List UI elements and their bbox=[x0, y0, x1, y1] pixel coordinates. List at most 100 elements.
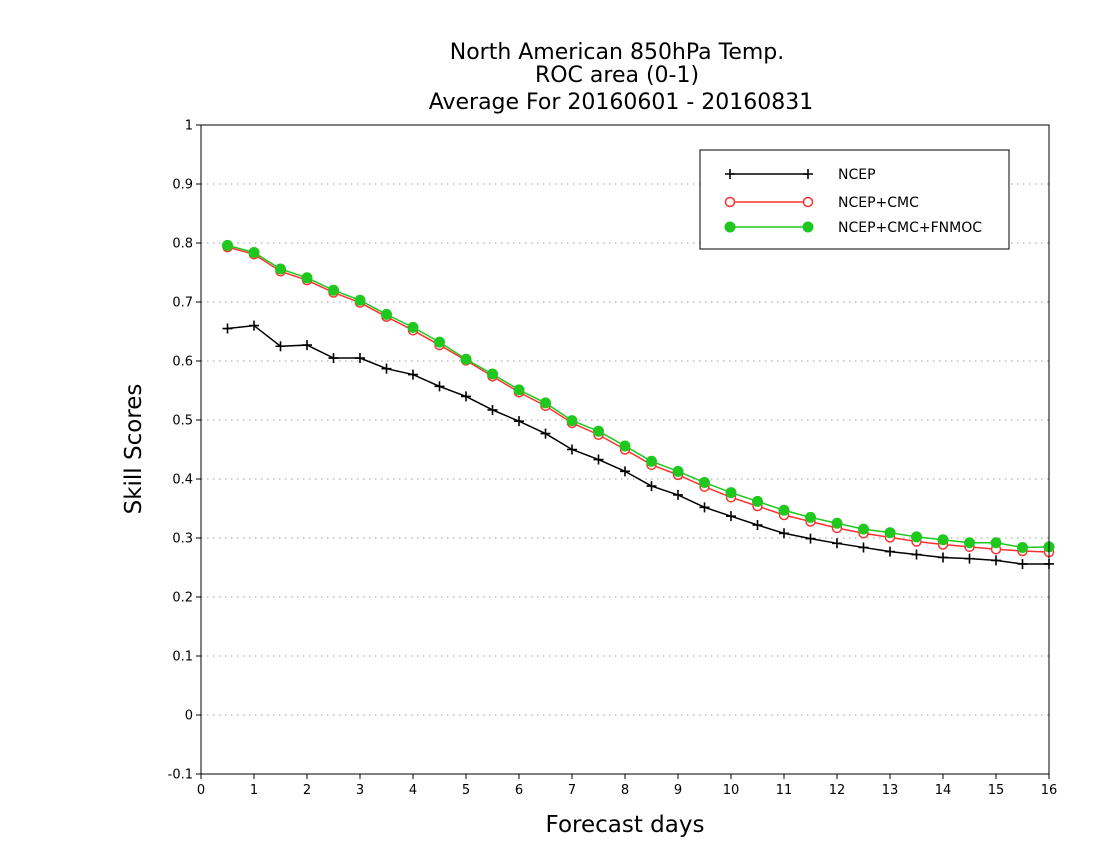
legend-marker bbox=[724, 221, 736, 233]
data-point bbox=[752, 495, 763, 507]
data-point bbox=[620, 466, 630, 477]
data-point bbox=[593, 454, 604, 465]
x-tick-label: 5 bbox=[462, 783, 470, 798]
y-tick-label: 0.5 bbox=[172, 414, 193, 429]
data-point bbox=[805, 511, 816, 523]
x-tick-label: 6 bbox=[515, 783, 523, 798]
y-tick-label: 0.8 bbox=[172, 237, 193, 252]
x-tick-label: 13 bbox=[882, 783, 899, 798]
data-point bbox=[911, 531, 922, 543]
data-point bbox=[461, 391, 471, 402]
data-point bbox=[725, 487, 737, 499]
data-point bbox=[1017, 558, 1028, 569]
x-tick-label: 14 bbox=[935, 783, 952, 798]
legend: NCEP NCEP+CMC NCEP+CMC+FNMOC bbox=[699, 149, 1010, 250]
data-point bbox=[699, 477, 710, 489]
data-point bbox=[646, 455, 657, 467]
data-point bbox=[248, 246, 260, 258]
data-point bbox=[779, 528, 789, 539]
y-axis-title: Skill Scores bbox=[121, 384, 147, 515]
data-point bbox=[487, 404, 498, 415]
data-point bbox=[1017, 541, 1028, 553]
data-point bbox=[964, 553, 975, 564]
data-point bbox=[858, 542, 869, 553]
x-tick-label: 7 bbox=[568, 783, 576, 798]
legend-label: NCEP bbox=[838, 167, 876, 183]
data-point bbox=[302, 340, 312, 351]
data-point bbox=[831, 517, 843, 529]
legend-box bbox=[699, 149, 1010, 250]
data-point bbox=[805, 533, 816, 544]
data-point bbox=[911, 549, 922, 560]
x-tick-label: 3 bbox=[356, 783, 364, 798]
series-line bbox=[227, 244, 1050, 549]
legend-entry: NCEP+CMC bbox=[724, 195, 919, 211]
y-tick-label: 0.6 bbox=[172, 355, 193, 370]
legend-marker bbox=[803, 169, 813, 179]
chart-title-line-1: North American 850hPa Temp. bbox=[450, 40, 785, 65]
x-tick-label: 9 bbox=[674, 783, 682, 798]
data-series bbox=[222, 239, 1055, 569]
data-point bbox=[540, 397, 551, 409]
x-tick-label: 4 bbox=[409, 783, 417, 798]
legend-marker bbox=[802, 196, 814, 208]
data-point bbox=[937, 534, 949, 546]
x-tick-label: 12 bbox=[829, 783, 846, 798]
data-point bbox=[832, 538, 842, 549]
x-tick-label: 10 bbox=[723, 783, 740, 798]
y-tick-label: 0.2 bbox=[172, 591, 193, 606]
x-tick-label: 16 bbox=[1041, 783, 1058, 798]
data-point bbox=[726, 511, 736, 522]
data-point bbox=[222, 239, 233, 251]
y-tick-label: -0.1 bbox=[168, 768, 193, 783]
data-point bbox=[434, 381, 445, 392]
legend-marker bbox=[725, 169, 735, 179]
data-point bbox=[513, 384, 525, 396]
y-tick-label: 0.1 bbox=[172, 650, 193, 665]
series-0 bbox=[222, 320, 1054, 569]
data-point bbox=[249, 320, 259, 331]
data-point bbox=[858, 523, 869, 535]
legend-marker bbox=[802, 221, 814, 233]
legend-label: NCEP+CMC bbox=[838, 195, 919, 211]
y-tick-label: 0.3 bbox=[172, 532, 193, 547]
data-point bbox=[593, 425, 604, 437]
data-point bbox=[514, 416, 524, 427]
data-point bbox=[487, 368, 498, 380]
legend-entry: NCEP+CMC+FNMOC bbox=[724, 220, 982, 236]
data-point bbox=[222, 323, 233, 334]
data-point bbox=[619, 440, 631, 452]
y-tick-label: 0.4 bbox=[172, 473, 193, 488]
data-point bbox=[408, 369, 418, 380]
data-point bbox=[301, 272, 313, 284]
series-2 bbox=[222, 239, 1055, 553]
axes: -0.100.10.20.30.40.50.60.70.80.910 1 2 3 4 5 6… bbox=[168, 119, 1058, 799]
x-tick-label: 15 bbox=[988, 783, 1005, 798]
x-axis-title: Forecast days bbox=[546, 812, 705, 838]
data-point bbox=[566, 415, 578, 427]
legend-label: NCEP+CMC+FNMOC bbox=[838, 220, 982, 236]
data-point bbox=[460, 353, 472, 365]
data-point bbox=[752, 520, 763, 531]
data-point bbox=[328, 353, 339, 364]
data-point bbox=[673, 489, 683, 500]
chart-title-line-2: ROC area (0-1) bbox=[535, 63, 699, 88]
data-point bbox=[354, 294, 366, 306]
data-point bbox=[672, 465, 684, 477]
data-point bbox=[699, 502, 710, 513]
data-point bbox=[885, 546, 895, 557]
chart-title: North American 850hPa Temp. ROC area (0-… bbox=[429, 40, 814, 115]
data-point bbox=[381, 363, 392, 374]
data-point bbox=[646, 481, 657, 492]
data-point bbox=[567, 444, 577, 455]
series-1 bbox=[222, 241, 1055, 558]
data-point bbox=[884, 527, 896, 539]
data-point bbox=[355, 353, 365, 364]
data-point bbox=[328, 284, 339, 296]
data-point bbox=[991, 555, 1001, 566]
data-point bbox=[964, 537, 975, 549]
data-point bbox=[275, 263, 286, 275]
y-tick-label: 0.7 bbox=[172, 296, 193, 311]
x-tick-label: 0 bbox=[197, 783, 205, 798]
